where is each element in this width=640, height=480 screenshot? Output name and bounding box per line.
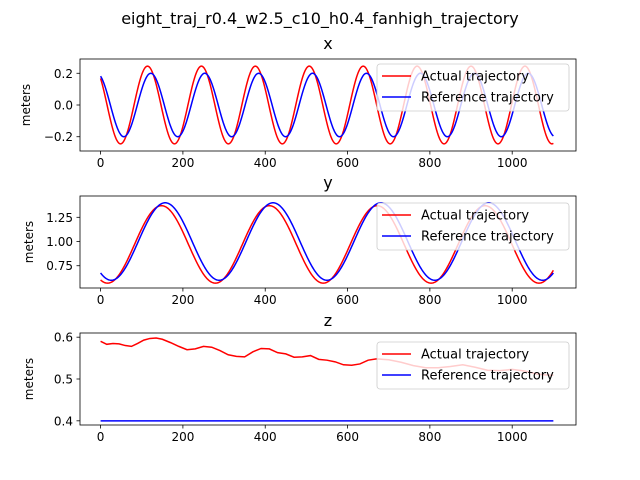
z-ylabel: meters <box>22 358 36 400</box>
y-legend: Actual trajectory Reference trajectory <box>376 202 570 251</box>
z-axes-title: z <box>324 311 332 330</box>
z-xtick-label: 400 <box>254 430 277 444</box>
y-xtick-label: 1000 <box>497 293 528 307</box>
x-xtick-label: 200 <box>171 156 194 170</box>
y-xtick-label: 800 <box>418 293 441 307</box>
z-xtick-label: 1000 <box>497 430 528 444</box>
y-legend-label: Reference trajectory <box>421 230 554 245</box>
x-legend-label: Actual trajectory <box>421 70 529 85</box>
y-ylabel: meters <box>22 221 36 263</box>
y-xtick-label: 0 <box>97 293 105 307</box>
z-ytick-label: 0.4 <box>54 414 73 428</box>
z-xtick-label: 200 <box>171 430 194 444</box>
z-ytick-label: 0.6 <box>54 331 73 345</box>
y-ytick-label: 1.25 <box>46 211 73 225</box>
y-xtick-label: 200 <box>171 293 194 307</box>
x-subplot: x 0 200 400 600 800 1000 −0.2 0.0 0.2 meters Actual… <box>19 34 577 170</box>
x-legend-box <box>376 63 570 112</box>
x-xtick-label: 800 <box>418 156 441 170</box>
z-legend-label: Actual trajectory <box>421 348 529 363</box>
y-xtick-label: 600 <box>336 293 359 307</box>
z-legend-box <box>376 341 570 390</box>
x-xtick-label: 400 <box>254 156 277 170</box>
x-legend-label: Reference trajectory <box>421 91 554 106</box>
y-legend-box <box>376 202 570 251</box>
x-xtick-label: 0 <box>97 156 105 170</box>
y-axes-frame <box>79 195 577 289</box>
x-xtick-label: 600 <box>336 156 359 170</box>
x-legend: Actual trajectory Reference trajectory <box>376 63 570 112</box>
y-axes-title: y <box>323 173 332 192</box>
y-ytick-label: 1.00 <box>46 235 73 249</box>
z-subplot: z 0 200 400 600 800 1000 0.4 0.5 0.6 meters Actual … <box>22 311 577 444</box>
y-subplot: y 0 200 400 600 800 1000 0.75 1.00 1.25 meters Actu… <box>22 173 577 307</box>
z-legend-label: Reference trajectory <box>421 369 554 384</box>
x-ytick-label: 0.0 <box>54 99 73 113</box>
x-xtick-label: 1000 <box>497 156 528 170</box>
z-ytick-label: 0.5 <box>54 373 73 387</box>
x-ytick-label: 0.2 <box>54 67 73 81</box>
x-axes-title: x <box>323 34 332 53</box>
x-ytick-label: −0.2 <box>44 130 73 144</box>
y-ytick-label: 0.75 <box>46 259 73 273</box>
y-xtick-label: 400 <box>254 293 277 307</box>
z-legend: Actual trajectory Reference trajectory <box>376 341 570 390</box>
z-xtick-label: 800 <box>418 430 441 444</box>
z-xtick-label: 600 <box>336 430 359 444</box>
x-ylabel: meters <box>19 84 33 126</box>
y-legend-label: Actual trajectory <box>421 209 529 224</box>
figure-suptitle: eight_traj_r0.4_w2.5_c10_h0.4_fanhigh_tr… <box>121 9 519 29</box>
z-xtick-label: 0 <box>97 430 105 444</box>
